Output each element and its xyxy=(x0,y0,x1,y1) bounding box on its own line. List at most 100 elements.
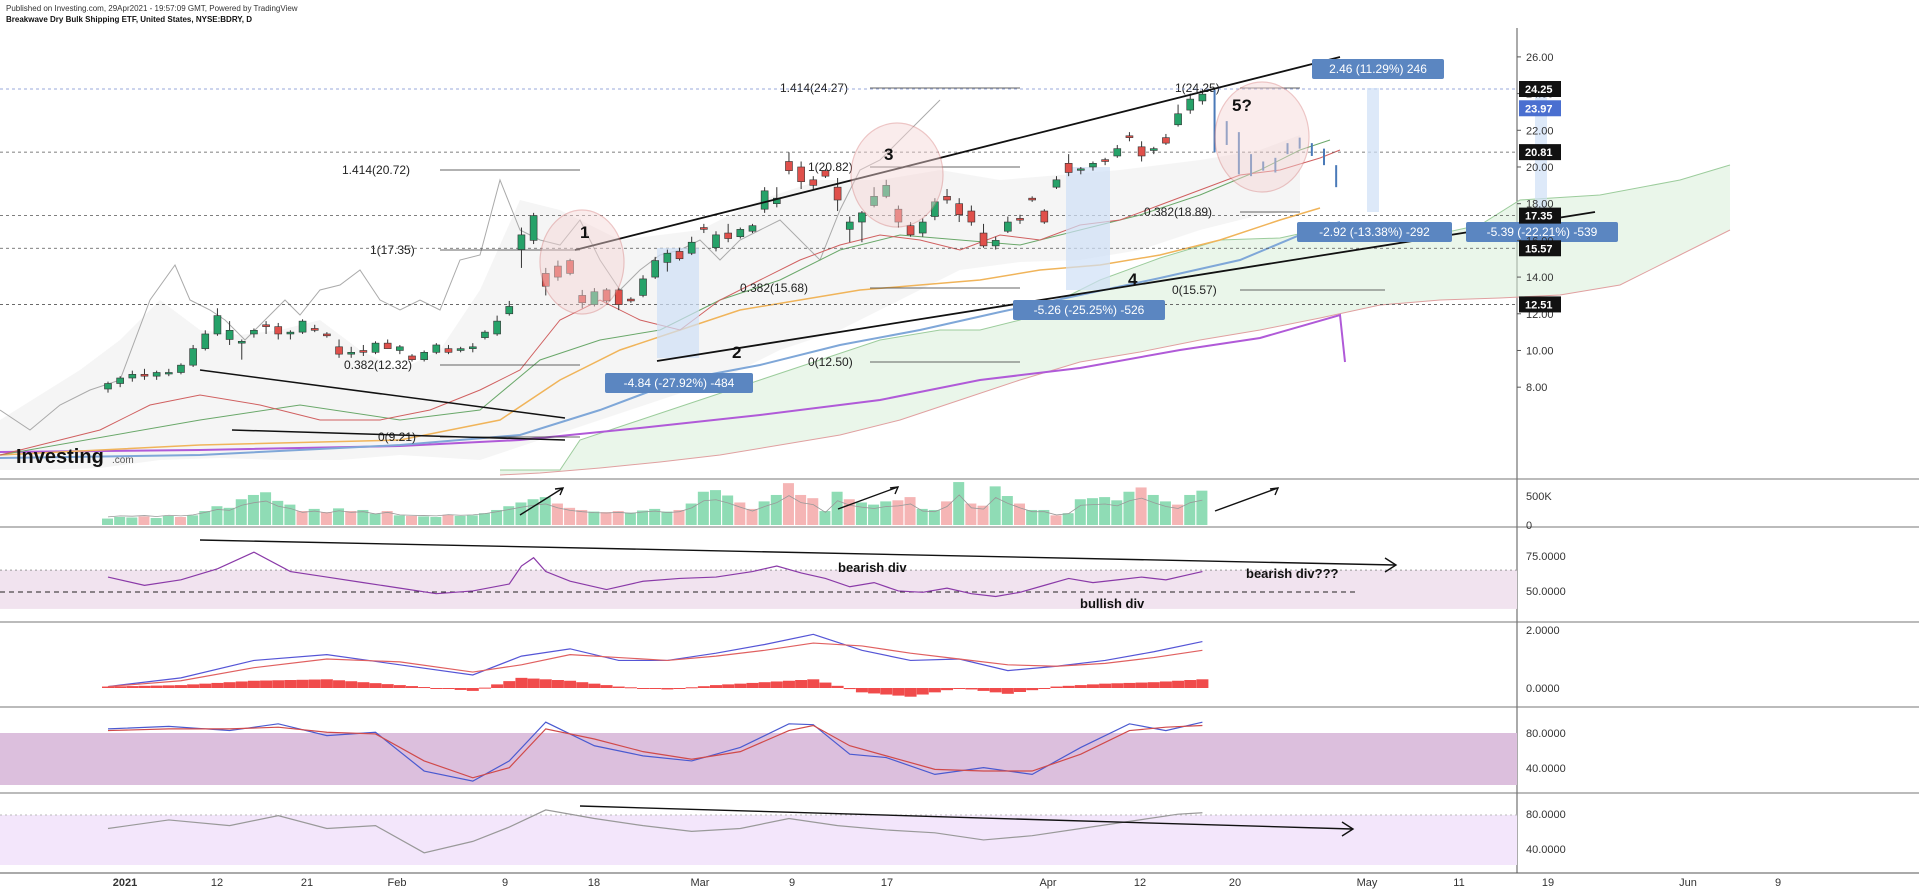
macd-histogram-bar xyxy=(941,688,954,691)
price-candle xyxy=(1149,148,1158,151)
time-axis-label: May xyxy=(1357,877,1378,889)
time-axis-label: 12 xyxy=(211,877,223,889)
wave-label: 5? xyxy=(1232,96,1252,115)
price-candle xyxy=(1198,93,1207,102)
volume-bar xyxy=(150,518,162,525)
price-candle xyxy=(566,260,574,274)
level-price-tag-label: 20.81 xyxy=(1525,147,1553,159)
volume-bar xyxy=(722,495,734,525)
macd-histogram-bar xyxy=(162,685,175,688)
volume-bar xyxy=(406,515,417,525)
price-candle xyxy=(639,278,647,296)
price-candle xyxy=(712,234,720,249)
stochastic-d-line xyxy=(107,724,1203,779)
price-candle xyxy=(371,342,380,353)
price-candle xyxy=(323,333,331,337)
macd-histogram-bar xyxy=(211,682,224,688)
macd-histogram-bar xyxy=(296,679,309,688)
measurement-label: 2.46 (11.29%) 246 xyxy=(1329,62,1427,76)
rsi-line xyxy=(107,551,1203,598)
time-axis-label: 12 xyxy=(1134,877,1146,889)
price-candle xyxy=(1113,148,1122,157)
macd-histogram-bar xyxy=(576,682,589,688)
macd-line xyxy=(107,633,1203,688)
measurement-box xyxy=(1312,59,1444,79)
close-price-tag xyxy=(1519,100,1561,117)
macd-histogram-bar xyxy=(272,680,285,688)
macd-histogram-bar xyxy=(685,687,698,689)
stochastic-band xyxy=(0,733,1517,785)
time-axis-label: Mar xyxy=(691,877,710,889)
macd-histogram-bar xyxy=(223,682,236,688)
macd-histogram-bar xyxy=(1038,688,1051,689)
macd-histogram-bar xyxy=(235,681,248,688)
volume-bar xyxy=(831,491,843,525)
volume-axis-label: 0 xyxy=(1526,520,1532,532)
price-candle xyxy=(335,346,343,355)
stochastic-axis-label: 80.0000 xyxy=(1526,728,1566,740)
macd-histogram-bar xyxy=(904,688,917,697)
volume-bar xyxy=(491,509,503,525)
price-candle xyxy=(931,201,939,217)
price-candle xyxy=(809,179,818,186)
price-candle xyxy=(529,215,538,241)
macd-histogram-bar xyxy=(138,685,151,688)
volume-bar xyxy=(174,516,186,525)
fib-level-label: 0.382(12.32) xyxy=(344,358,412,372)
macd-histogram-bar xyxy=(928,688,941,693)
volume-bar xyxy=(320,512,332,525)
volume-bar xyxy=(1184,494,1196,525)
measurement-label: -2.92 (-13.38%) -292 xyxy=(1319,225,1430,239)
volume-bar xyxy=(904,497,916,525)
macd-histogram-bar xyxy=(1111,683,1124,688)
measurement-box xyxy=(1297,222,1452,242)
price-candle xyxy=(760,190,769,210)
price-candle xyxy=(213,315,222,335)
price-candle xyxy=(201,333,210,349)
macd-histogram-bar xyxy=(782,680,795,688)
time-axis-label: 21 xyxy=(301,877,313,889)
measurement-box xyxy=(605,373,753,393)
volume-bar xyxy=(345,511,357,525)
price-candle xyxy=(1174,113,1182,126)
rsi-annotation: bearish div??? xyxy=(1246,566,1339,581)
price-candle xyxy=(602,289,611,302)
arrow-head xyxy=(1384,557,1398,573)
volume-bar xyxy=(685,503,697,525)
level-price-tag-label: 12.51 xyxy=(1525,299,1553,311)
volume-bar xyxy=(296,511,308,525)
volume-bar xyxy=(941,501,953,525)
macd-histogram-bar xyxy=(624,687,637,689)
volume-bar xyxy=(1172,504,1184,525)
macd-histogram-bar xyxy=(393,685,406,688)
price-candle xyxy=(541,273,550,287)
volume-rising-arrow xyxy=(1214,487,1279,512)
price-candle xyxy=(1137,146,1146,157)
price-axis-label: 22.00 xyxy=(1526,125,1554,137)
price-candle xyxy=(456,348,465,351)
price-candle xyxy=(821,170,830,177)
time-axis-label: 11 xyxy=(1453,877,1464,889)
price-candle xyxy=(517,234,526,250)
macd-histogram-bar xyxy=(478,687,491,689)
volume-bar xyxy=(284,504,296,525)
volume-bar xyxy=(418,516,430,525)
fib-level-label: 0(12.50) xyxy=(808,355,853,369)
macd-histogram-bar xyxy=(953,688,966,689)
fib-level-label: 1(17.35) xyxy=(370,243,415,257)
volume-bar xyxy=(1074,499,1086,525)
upper-trendline xyxy=(574,56,1341,251)
price-candle xyxy=(468,346,477,349)
price-candle xyxy=(298,320,307,333)
price-candle xyxy=(614,289,623,305)
price-candle xyxy=(1040,210,1049,223)
macd-histogram-bar xyxy=(564,680,577,688)
measurement-label: -5.26 (-25.25%) -526 xyxy=(1034,303,1145,317)
macd-histogram-bar xyxy=(406,686,418,688)
macd-histogram-bar xyxy=(442,688,455,689)
macd-histogram-bar xyxy=(600,685,613,688)
volume-bar xyxy=(102,518,113,525)
macd-histogram-bar xyxy=(855,688,868,693)
price-candle xyxy=(152,372,161,377)
